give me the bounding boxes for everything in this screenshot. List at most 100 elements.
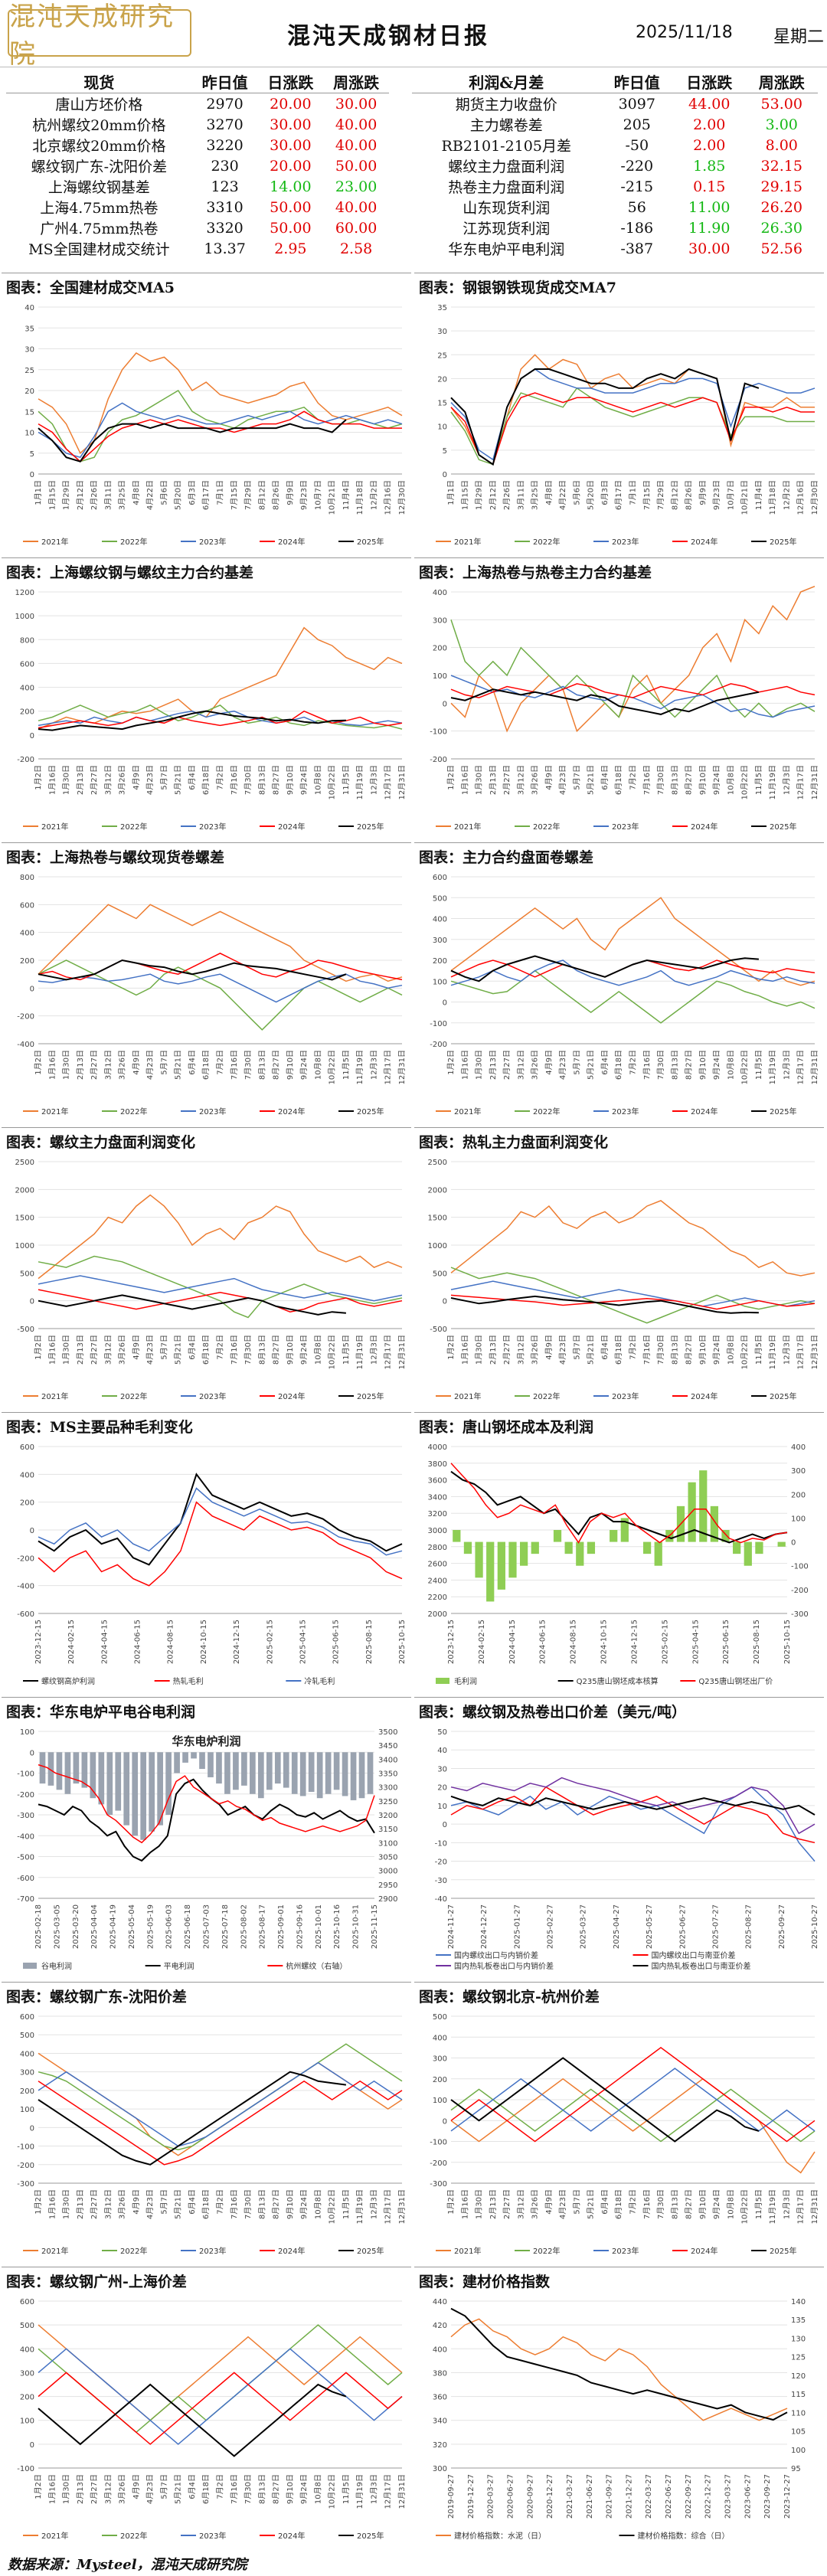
y-tick-label: 100 bbox=[433, 2097, 447, 2105]
bar bbox=[291, 1752, 298, 1794]
legend-label: 2023年 bbox=[199, 2246, 226, 2256]
legend-label: 2024年 bbox=[691, 2246, 717, 2256]
x-tick-label: 3月12日 bbox=[103, 1335, 113, 1365]
x-tick-label: 2025-11-15 bbox=[371, 1904, 379, 1949]
x-tick-label: 11月5日 bbox=[754, 1335, 763, 1365]
x-tick-label: 5月7日 bbox=[159, 765, 168, 790]
previous-value: 3320 bbox=[206, 219, 244, 237]
x-tick-label: 1月30日 bbox=[62, 1050, 71, 1080]
x-tick-label: 9月10日 bbox=[698, 2189, 708, 2219]
previous-value: 56 bbox=[627, 198, 646, 216]
chart-svg: -400 -200 0 200 400 600 800 1月2日 1月16日 1月30日 2月13日… bbox=[17, 874, 407, 1116]
x-tick-label: 7月15日 bbox=[230, 480, 239, 510]
y-tick-label: -400 bbox=[17, 1583, 34, 1591]
bar bbox=[98, 1752, 105, 1805]
chart-title: 图表：上海螺纹钢与螺纹主力合约基差 bbox=[6, 564, 254, 581]
x-tick-label: 10月7日 bbox=[313, 480, 322, 510]
x-tick-label: 4月22日 bbox=[558, 480, 567, 510]
x-tick-label: 4月23日 bbox=[558, 1335, 567, 1365]
x-tick-label: 4月23日 bbox=[145, 2474, 155, 2504]
daily-change: 30.00 bbox=[688, 240, 731, 257]
chart-panel: 图表：主力合约盘面卷螺差 -200 -100 0 100 200 300 400 500 600 1… bbox=[414, 842, 824, 1127]
series-line bbox=[450, 2068, 816, 2132]
x-tick-label: 3月26日 bbox=[118, 765, 127, 795]
weekly-change: 40.00 bbox=[335, 136, 378, 154]
chart-panel: 图表：螺纹钢及热卷出口价差（美元/吨） -40 -30 -20 -10 0 10 20 30 40… bbox=[414, 1697, 824, 1982]
legend-label: 2021年 bbox=[41, 2531, 68, 2541]
x-tick-label: 10月8日 bbox=[726, 2189, 735, 2219]
x-tick-label: 7月16日 bbox=[642, 1050, 652, 1080]
x-tick-label: 12月3日 bbox=[369, 2189, 378, 2219]
x-tick-label: 2021-12-27 bbox=[625, 2474, 633, 2519]
y-tick-label: 4000 bbox=[428, 1443, 447, 1452]
y-tick-label: 3000 bbox=[428, 1527, 447, 1535]
x-tick-label: 2025-08-15 bbox=[753, 1620, 761, 1664]
x-tick-label: 2023-12-15 bbox=[447, 1620, 456, 1664]
x-tick-label: 7月2日 bbox=[216, 1050, 225, 1075]
column-header: 昨日值 bbox=[600, 70, 673, 93]
y-tick-label: 500 bbox=[433, 1270, 447, 1278]
daily-change: 50.00 bbox=[270, 198, 312, 216]
y-tick-label: 300 bbox=[433, 616, 447, 625]
x-tick-label: 2025-09-16 bbox=[296, 1904, 304, 1949]
y-tick-label: 25 bbox=[25, 367, 34, 375]
x-tick-label: 7月29日 bbox=[656, 480, 665, 510]
x-tick-label: 11月5日 bbox=[342, 765, 351, 795]
legend-label: 2022年 bbox=[120, 2246, 147, 2256]
legend-label: 2024年 bbox=[278, 822, 305, 832]
bar bbox=[199, 1752, 205, 1770]
table-row: MS全国建材成交统计 13.37 2.95 2.58 bbox=[6, 238, 389, 259]
x-tick-label: 2024-12-27 bbox=[480, 1904, 489, 1949]
legend-label: 国内螺纹出口与南亚价差 bbox=[652, 1950, 736, 1960]
y-tick-label: -600 bbox=[17, 1875, 34, 1883]
x-tick-label: 5月21日 bbox=[587, 1050, 596, 1080]
chart-title: 图表：建材价格指数 bbox=[419, 2274, 551, 2290]
x-tick-label: 5月21日 bbox=[174, 1335, 183, 1365]
x-tick-label: 4月9日 bbox=[544, 1050, 554, 1075]
x-tick-label: 3月12日 bbox=[516, 1050, 525, 1080]
column-header: 周涨跌 bbox=[323, 70, 389, 93]
x-tick-label: 4月23日 bbox=[558, 765, 567, 795]
x-tick-label: 4月9日 bbox=[544, 765, 554, 790]
x-tick-label: 10月8日 bbox=[726, 1050, 735, 1080]
y-tick-label: -200 bbox=[17, 1554, 34, 1563]
y-tick-label: -200 bbox=[430, 756, 447, 764]
x-tick-label: 2023-09-27 bbox=[763, 2474, 772, 2519]
series-line bbox=[450, 897, 816, 986]
weekly-change: 2.58 bbox=[339, 240, 373, 257]
y-tick-label: 30 bbox=[437, 328, 447, 336]
y2-tick-label: 120 bbox=[791, 2372, 806, 2381]
legend-label: 2024年 bbox=[691, 1107, 717, 1116]
x-tick-label: 2024-08-15 bbox=[167, 1620, 175, 1664]
y-tick-label: 380 bbox=[433, 2369, 447, 2378]
x-tick-label: 2025-01-27 bbox=[513, 1904, 521, 1949]
x-tick-label: 12月17日 bbox=[384, 765, 393, 799]
weekly-change: 3.00 bbox=[765, 116, 798, 133]
chart-title: 图表：MS主要品种毛利变化 bbox=[6, 1419, 193, 1436]
x-tick-label: 2月27日 bbox=[502, 2189, 512, 2219]
x-tick-label: 10月8日 bbox=[313, 1050, 322, 1080]
daily-change: 11.90 bbox=[688, 219, 731, 237]
chart-panel: 图表：钢银钢铁现货成交MA7 0 5 10 15 20 25 30 35 1月1日 1月15日 1月2… bbox=[414, 273, 824, 557]
x-tick-label: 12月31日 bbox=[397, 2474, 407, 2509]
y-tick-label: 1000 bbox=[428, 1242, 447, 1250]
legend-label: 2022年 bbox=[533, 822, 560, 832]
series-line bbox=[38, 2080, 403, 2166]
x-tick-label: 7月30日 bbox=[244, 1335, 253, 1365]
x-tick-label: 5月21日 bbox=[174, 765, 183, 795]
y-tick-label: 600 bbox=[433, 874, 447, 882]
x-tick-label: 2025-08-15 bbox=[365, 1620, 374, 1664]
legend-label: 2022年 bbox=[533, 1391, 560, 1401]
x-tick-label: 6月4日 bbox=[600, 765, 610, 790]
y-tick-label: 500 bbox=[433, 2013, 447, 2022]
y-tick-label: 100 bbox=[433, 672, 447, 681]
chart-svg: -300 -200 -100 0 100 200 300 400 500 1月2日 1月16日 1月3… bbox=[430, 2013, 819, 2256]
y-tick-label: 0 bbox=[30, 2441, 34, 2450]
y2-tick-label: 3400 bbox=[378, 1756, 397, 1764]
row-label: 螺纹钢广东-沈阳价差 bbox=[31, 159, 168, 175]
chart-svg: 0 5 10 15 20 25 30 35 1月1日 1月15日 1月29日 2月12日 2月26日 3月… bbox=[436, 304, 819, 547]
x-tick-label: 1月30日 bbox=[62, 2474, 71, 2504]
table-row: 北京螺纹20mm价格 3220 30.00 40.00 bbox=[6, 135, 389, 155]
legend-label: 2025年 bbox=[357, 537, 384, 547]
y-tick-label: -700 bbox=[17, 1895, 34, 1904]
